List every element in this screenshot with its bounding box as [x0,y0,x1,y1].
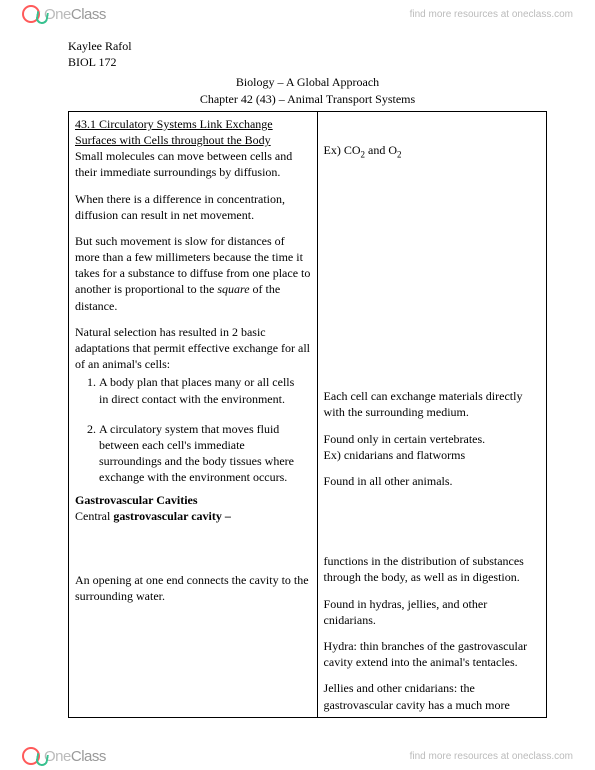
right-li2: Found in all other animals. [324,473,540,489]
brand-logo-footer: OneClass [22,747,106,765]
sub-2b: 2 [397,149,402,159]
adaptations-list: A body plan that places many or all cell… [75,374,311,485]
document-title: Biology – A Global Approach [68,74,547,90]
gc-opening: An opening at one end connects the cavit… [75,572,311,604]
ex-co2-a: Ex) CO [324,143,361,157]
resources-link-top[interactable]: find more resources at oneclass.com [410,9,573,20]
spacer [75,524,311,572]
gc-found-in: Found in hydras, jellies, and other cnid… [324,596,540,628]
para-diffusion: Small molecules can move between cells a… [75,149,292,179]
right-li1a: Each cell can exchange materials directl… [324,388,540,420]
spacer [324,499,540,553]
spacer [324,170,540,388]
header-bar: OneClass find more resources at oneclass… [0,0,595,28]
footer-bar: OneClass find more resources at oneclass… [0,742,595,770]
section-heading: 43.1 Circulatory Systems Link Exchange S… [75,117,273,147]
logo-icon [22,5,40,23]
para-adaptations-intro: Natural selection has resulted in 2 basi… [75,324,311,373]
notes-table: 43.1 Circulatory Systems Link Exchange S… [68,111,547,718]
adaptation-item-2: A circulatory system that moves fluid be… [99,421,311,486]
course-code: BIOL 172 [68,54,547,70]
para-slow-em: square [217,282,249,296]
jellies-note: Jellies and other cnidarians: the gastro… [324,680,540,712]
page-content: Kaylee Rafol BIOL 172 Biology – A Global… [68,38,547,732]
ex-o2-a: and O [365,143,397,157]
left-column: 43.1 Circulatory Systems Link Exchange S… [69,111,318,717]
author-name: Kaylee Rafol [68,38,547,54]
spacer [324,116,540,142]
brand-text-footer: OneClass [44,748,106,765]
right-li1b: Found only in certain vertebrates. [324,431,540,447]
example-gases: Ex) CO2 and O2 [324,142,540,161]
para-slow-movement: But such movement is slow for distances … [75,233,311,314]
para-concentration: When there is a difference in concentrat… [75,191,311,223]
logo-icon [22,747,40,765]
gc-label-a: Central [75,509,113,523]
gc-label-b: gastrovascular cavity – [113,509,231,523]
brand-text: OneClass [44,6,106,23]
gc-function: functions in the distribution of substan… [324,553,540,585]
brand-part-class: Class [71,6,106,23]
adaptation-item-1: A body plan that places many or all cell… [99,374,311,406]
right-column: Ex) CO2 and O2 Each cell can exchange ma… [317,111,546,717]
brand-part-class-f: Class [71,748,106,765]
brand-logo: OneClass [22,5,106,23]
resources-link-bottom[interactable]: find more resources at oneclass.com [410,751,573,762]
section-heading-block: 43.1 Circulatory Systems Link Exchange S… [75,116,311,181]
hydra-note: Hydra: thin branches of the gastrovascul… [324,638,540,670]
gastrovascular-heading: Gastrovascular Cavities [75,492,311,508]
right-li1c: Ex) cnidarians and flatworms [324,447,540,463]
gastrovascular-label: Central gastrovascular cavity – [75,508,311,524]
chapter-title: Chapter 42 (43) – Animal Transport Syste… [68,91,547,107]
